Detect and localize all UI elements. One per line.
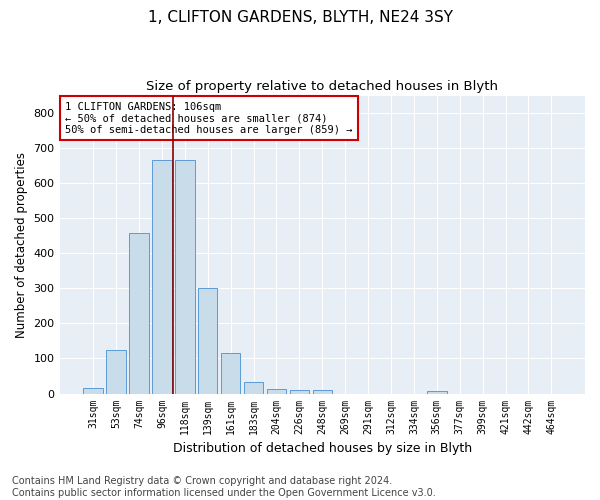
Bar [290, 390, 309, 394]
Bar [129, 234, 149, 394]
Bar [175, 160, 194, 394]
Bar [83, 388, 103, 394]
Y-axis label: Number of detached properties: Number of detached properties [15, 152, 28, 338]
Bar [152, 160, 172, 394]
Text: 1 CLIFTON GARDENS: 106sqm
← 50% of detached houses are smaller (874)
50% of semi: 1 CLIFTON GARDENS: 106sqm ← 50% of detac… [65, 102, 352, 134]
Bar [313, 390, 332, 394]
Bar [244, 382, 263, 394]
Bar [267, 388, 286, 394]
Bar [106, 350, 126, 394]
Bar [221, 353, 241, 394]
Bar [427, 391, 446, 394]
X-axis label: Distribution of detached houses by size in Blyth: Distribution of detached houses by size … [173, 442, 472, 455]
Bar [198, 288, 217, 394]
Text: Contains HM Land Registry data © Crown copyright and database right 2024.
Contai: Contains HM Land Registry data © Crown c… [12, 476, 436, 498]
Title: Size of property relative to detached houses in Blyth: Size of property relative to detached ho… [146, 80, 498, 93]
Text: 1, CLIFTON GARDENS, BLYTH, NE24 3SY: 1, CLIFTON GARDENS, BLYTH, NE24 3SY [148, 10, 452, 25]
